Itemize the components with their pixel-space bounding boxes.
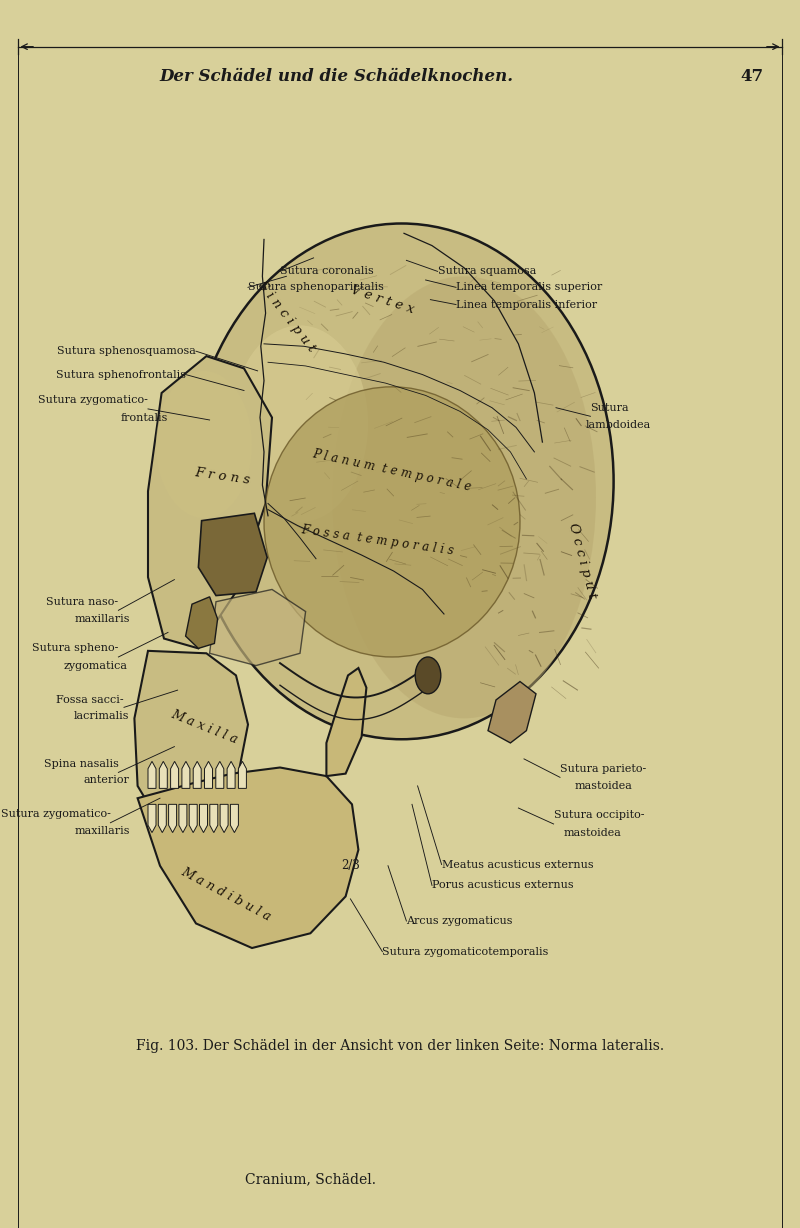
Text: Sutura sphenofrontalis: Sutura sphenofrontalis [56, 370, 186, 379]
Text: Sutura occipito-: Sutura occipito- [554, 810, 644, 820]
Polygon shape [169, 804, 177, 833]
Ellipse shape [332, 276, 596, 718]
Text: F o s s a  t e m p o r a l i s: F o s s a t e m p o r a l i s [300, 523, 455, 558]
Polygon shape [189, 804, 197, 833]
Text: frontalis: frontalis [121, 413, 168, 422]
Text: O c c i p u t: O c c i p u t [566, 522, 598, 600]
Text: V e r t e x: V e r t e x [349, 284, 416, 316]
Polygon shape [198, 513, 267, 596]
Text: F r o n s: F r o n s [194, 467, 251, 486]
Text: maxillaris: maxillaris [74, 826, 130, 836]
Text: Meatus acusticus externus: Meatus acusticus externus [442, 860, 594, 869]
Text: lacrimalis: lacrimalis [74, 711, 130, 721]
Polygon shape [230, 804, 238, 833]
Polygon shape [199, 804, 207, 833]
Polygon shape [238, 761, 246, 788]
Text: zygomatica: zygomatica [64, 661, 128, 670]
Text: Spina nasalis: Spina nasalis [43, 759, 118, 769]
Text: 2/3: 2/3 [341, 860, 360, 872]
Polygon shape [194, 761, 202, 788]
Polygon shape [182, 761, 190, 788]
Polygon shape [186, 597, 218, 648]
Polygon shape [227, 761, 235, 788]
Polygon shape [170, 761, 178, 788]
Text: Linea temporalis inferior: Linea temporalis inferior [456, 300, 597, 309]
Text: Sutura zygomatico-: Sutura zygomatico- [38, 395, 148, 405]
Text: Der Schädel und die Schädelknochen.: Der Schädel und die Schädelknochen. [159, 68, 513, 85]
Text: Sutura parieto-: Sutura parieto- [560, 764, 646, 774]
Polygon shape [179, 804, 187, 833]
Ellipse shape [264, 387, 520, 657]
Ellipse shape [156, 371, 252, 518]
Text: maxillaris: maxillaris [74, 614, 130, 624]
Text: Sutura spheno-: Sutura spheno- [32, 643, 118, 653]
Polygon shape [326, 668, 366, 776]
Text: Sutura sphenosquamosa: Sutura sphenosquamosa [57, 346, 196, 356]
Polygon shape [158, 804, 166, 833]
Text: mastoidea: mastoidea [574, 781, 632, 791]
Text: Sutura sphenoparietalis: Sutura sphenoparietalis [248, 282, 384, 292]
Polygon shape [210, 589, 306, 666]
Polygon shape [134, 651, 248, 820]
Text: M a n d i b u l a: M a n d i b u l a [178, 865, 273, 923]
Ellipse shape [415, 657, 441, 694]
Text: Sutura coronalis: Sutura coronalis [280, 266, 374, 276]
Text: Sutura zygomaticotemporalis: Sutura zygomaticotemporalis [382, 947, 549, 957]
Text: anterior: anterior [84, 775, 130, 785]
Text: Fig. 103. Der Schädel in der Ansicht von der linken Seite: Norma lateralis.: Fig. 103. Der Schädel in der Ansicht von… [136, 1039, 664, 1054]
Text: Porus acusticus externus: Porus acusticus externus [432, 880, 574, 890]
Ellipse shape [190, 223, 614, 739]
Polygon shape [205, 761, 213, 788]
Text: Sutura squamosa: Sutura squamosa [438, 266, 536, 276]
Text: S i n c i p u t: S i n c i p u t [255, 279, 318, 355]
Polygon shape [216, 761, 224, 788]
Text: 47: 47 [741, 68, 763, 85]
Text: P l a n u m  t e m p o r a l e: P l a n u m t e m p o r a l e [311, 447, 473, 494]
Text: Linea temporalis superior: Linea temporalis superior [456, 282, 602, 292]
Polygon shape [488, 682, 536, 743]
Polygon shape [210, 804, 218, 833]
Text: Sutura: Sutura [590, 403, 629, 413]
Polygon shape [148, 761, 156, 788]
Text: Arcus zygomaticus: Arcus zygomaticus [406, 916, 513, 926]
Text: Sutura naso-: Sutura naso- [46, 597, 118, 607]
Polygon shape [159, 761, 167, 788]
Text: M a x i l l a: M a x i l l a [169, 707, 239, 747]
Polygon shape [148, 804, 156, 833]
Polygon shape [220, 804, 228, 833]
Polygon shape [138, 768, 358, 948]
Text: Cranium, Schädel.: Cranium, Schädel. [245, 1172, 376, 1186]
Polygon shape [148, 356, 272, 648]
Text: Sutura zygomatico-: Sutura zygomatico- [1, 809, 110, 819]
Text: Fossa sacci-: Fossa sacci- [56, 695, 124, 705]
Text: lambdoidea: lambdoidea [586, 420, 651, 430]
Ellipse shape [232, 325, 368, 522]
Text: mastoidea: mastoidea [564, 828, 622, 837]
